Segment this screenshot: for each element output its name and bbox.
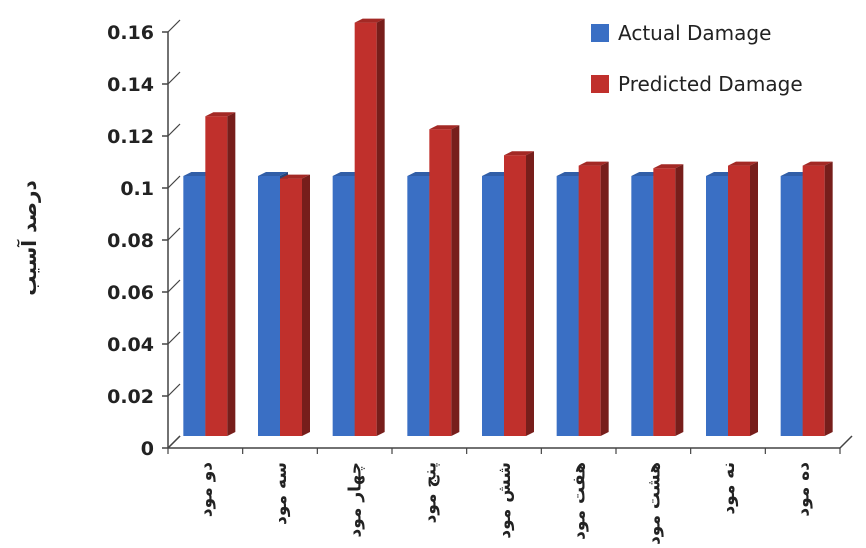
bar-predicted: [354, 18, 385, 436]
y-tick-labels: 0 0.02 0.04 0.06 0.08 0.1 0.12 0.14 0.16: [107, 19, 181, 460]
category-label: سه مود: [271, 462, 291, 525]
y-tick-mark: [167, 331, 181, 345]
y-tick-label: 0.16: [107, 22, 154, 44]
legend-swatch: [591, 24, 609, 42]
category-label: شش مود: [495, 462, 515, 539]
bar-predicted: [728, 161, 758, 436]
bar-predicted: [653, 164, 684, 436]
bar-predicted: [578, 161, 609, 436]
y-tick-mark: [167, 435, 181, 449]
category-label: دو مود: [196, 462, 216, 517]
floor-edge: [839, 435, 853, 449]
y-tick-mark: [167, 175, 181, 189]
y-tick-label: 0: [141, 438, 154, 460]
bar-predicted: [429, 125, 460, 436]
legend: Actual Damage Predicted Damage: [591, 21, 803, 96]
category-label: چهار مود: [346, 462, 366, 537]
y-tick-label: 0.12: [107, 126, 154, 148]
y-tick-label: 0.02: [107, 386, 154, 408]
y-tick-label: 0.06: [107, 282, 154, 304]
category-label: ده مود: [794, 462, 814, 517]
category-label: هشت مود: [644, 462, 664, 545]
legend-label: Predicted Damage: [618, 72, 803, 96]
y-tick-mark: [167, 123, 181, 137]
y-tick-mark: [167, 19, 181, 33]
category-label: پنج مود: [420, 462, 440, 523]
bars: [183, 18, 833, 436]
y-tick-mark: [167, 279, 181, 293]
bar-predicted: [205, 112, 236, 436]
y-tick-mark: [167, 383, 181, 397]
legend-swatch: [591, 75, 609, 93]
bar-predicted: [280, 174, 310, 436]
bar-predicted: [504, 151, 534, 436]
y-tick-label: 0.1: [120, 178, 154, 200]
y-axis-label: درصد آسیب: [16, 180, 41, 295]
category-labels: دو مود سه مود چهار مود پنج مود شش مود هفت مود…: [167, 448, 841, 545]
y-tick-label: 0.14: [107, 74, 154, 96]
bar-predicted: [802, 161, 833, 436]
category-label: هفت مود: [570, 462, 590, 540]
y-tick-mark: [167, 71, 181, 85]
legend-label: Actual Damage: [618, 21, 771, 45]
y-tick-label: 0.04: [107, 334, 154, 356]
category-label: نه مود: [719, 462, 739, 515]
y-tick-mark: [167, 227, 181, 241]
y-tick-label: 0.08: [107, 230, 154, 252]
